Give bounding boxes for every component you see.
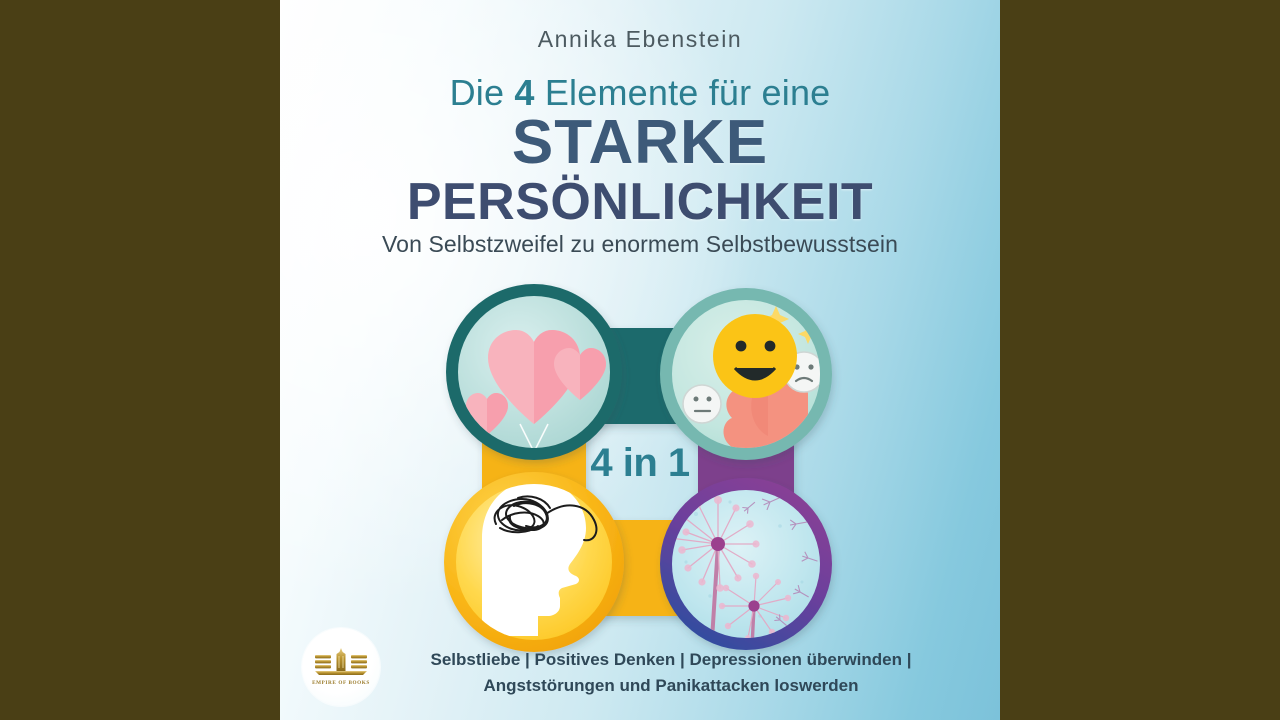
cover-subtitle: Von Selbstzweifel zu enormem Selbstbewus… (382, 231, 898, 257)
empire-of-books-icon (315, 648, 367, 675)
dandelion-icon (660, 478, 832, 650)
author-name: Annika Ebenstein (537, 26, 743, 52)
publisher-logo-label: EMPIRE OF BOOKS (312, 680, 370, 686)
publisher-logo: EMPIRE OF BOOKS (302, 628, 380, 706)
title-line-1-suffix: Elemente für eine (534, 72, 831, 113)
smiley-mask-icon (660, 288, 832, 460)
cover-topics-line-2: Angststörungen und Panikattacken loswerd… (483, 675, 859, 695)
letterbox-right (1000, 0, 1280, 720)
tangled-head-icon (444, 472, 624, 652)
title-line-1-prefix: Die (449, 72, 515, 113)
hearts-balloon-icon (446, 284, 622, 460)
title-line-3: PERSÖNLICHKEIT (406, 173, 874, 231)
four-elements-infographic (430, 276, 850, 660)
title-line-2: STARKE (511, 108, 769, 177)
title-line-1: Die 4 Elemente für eine (280, 72, 1000, 114)
title-number-4: 4 (514, 72, 535, 113)
cover-topics-line-1: Selbstliebe | Positives Denken | Depress… (430, 650, 912, 669)
cover-topics: Selbstliebe | Positives Denken | Depress… (370, 647, 972, 698)
letterbox-left (0, 0, 280, 720)
audiobook-cover: Annika Ebenstein Die 4 Elemente für eine… (280, 0, 1000, 720)
